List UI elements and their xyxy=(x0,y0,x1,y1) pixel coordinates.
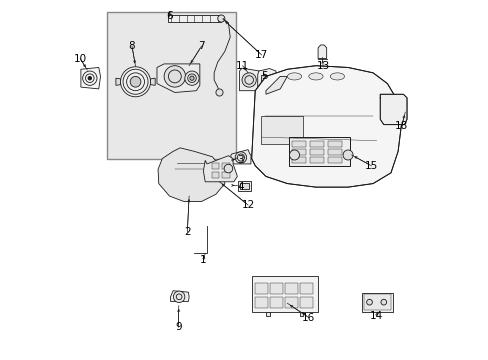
Polygon shape xyxy=(150,78,155,85)
Bar xyxy=(260,116,303,144)
Circle shape xyxy=(242,73,256,87)
Bar xyxy=(309,149,324,155)
Bar xyxy=(285,283,297,294)
Bar xyxy=(211,163,219,169)
Polygon shape xyxy=(265,76,287,94)
Text: 11: 11 xyxy=(236,61,249,71)
Polygon shape xyxy=(299,312,303,316)
Polygon shape xyxy=(116,78,121,85)
Circle shape xyxy=(189,76,194,80)
Circle shape xyxy=(235,152,246,163)
Polygon shape xyxy=(203,156,237,182)
Circle shape xyxy=(217,15,224,22)
Bar xyxy=(222,172,230,178)
Bar xyxy=(327,149,341,155)
Polygon shape xyxy=(257,68,276,94)
Polygon shape xyxy=(158,148,224,202)
Circle shape xyxy=(130,76,141,87)
Polygon shape xyxy=(317,45,326,59)
Bar xyxy=(288,137,349,166)
Polygon shape xyxy=(170,291,189,301)
Bar xyxy=(285,297,297,308)
Bar xyxy=(240,183,248,189)
Text: 12: 12 xyxy=(241,200,254,210)
Circle shape xyxy=(343,150,352,160)
Bar xyxy=(362,293,392,312)
Polygon shape xyxy=(239,68,261,91)
Circle shape xyxy=(121,67,150,97)
Polygon shape xyxy=(157,64,200,93)
Bar xyxy=(238,181,250,191)
Polygon shape xyxy=(265,312,269,316)
Bar xyxy=(300,283,312,294)
Text: 2: 2 xyxy=(183,227,190,237)
Ellipse shape xyxy=(329,73,344,80)
Circle shape xyxy=(224,164,232,173)
Bar xyxy=(327,157,341,163)
Ellipse shape xyxy=(308,73,323,80)
Circle shape xyxy=(184,71,199,85)
Text: 10: 10 xyxy=(74,54,86,64)
Polygon shape xyxy=(251,66,401,187)
Circle shape xyxy=(366,299,372,305)
Circle shape xyxy=(289,150,299,160)
Polygon shape xyxy=(380,94,406,125)
Bar xyxy=(222,163,230,169)
Text: 15: 15 xyxy=(364,161,377,171)
Bar xyxy=(270,297,282,308)
Bar xyxy=(291,141,305,147)
Text: 6: 6 xyxy=(166,11,172,21)
Text: 14: 14 xyxy=(369,311,383,321)
Circle shape xyxy=(88,76,91,80)
Circle shape xyxy=(216,89,223,96)
Text: 13: 13 xyxy=(316,61,329,71)
Text: 8: 8 xyxy=(128,41,135,51)
Bar xyxy=(291,157,305,163)
Ellipse shape xyxy=(287,73,301,80)
Text: 18: 18 xyxy=(394,121,407,131)
Bar xyxy=(270,283,282,294)
Text: 5: 5 xyxy=(260,71,267,81)
Text: 9: 9 xyxy=(175,322,182,332)
Bar xyxy=(211,172,219,178)
Text: 7: 7 xyxy=(198,41,204,51)
Text: 4: 4 xyxy=(237,182,244,192)
Text: 17: 17 xyxy=(255,50,268,60)
Bar xyxy=(107,12,235,158)
Bar xyxy=(255,283,267,294)
Polygon shape xyxy=(81,67,101,89)
Bar xyxy=(167,15,221,22)
Bar xyxy=(260,75,274,91)
Circle shape xyxy=(164,66,185,87)
Bar xyxy=(309,157,324,163)
Bar xyxy=(251,276,317,312)
Bar xyxy=(309,141,324,147)
Bar xyxy=(300,297,312,308)
Bar xyxy=(327,141,341,147)
Bar xyxy=(291,149,305,155)
Text: 1: 1 xyxy=(200,255,206,265)
Polygon shape xyxy=(230,150,250,164)
Bar xyxy=(364,294,390,310)
Text: 3: 3 xyxy=(237,156,244,165)
Circle shape xyxy=(380,299,386,305)
Circle shape xyxy=(173,291,184,302)
Text: 16: 16 xyxy=(302,312,315,323)
Bar xyxy=(255,297,267,308)
